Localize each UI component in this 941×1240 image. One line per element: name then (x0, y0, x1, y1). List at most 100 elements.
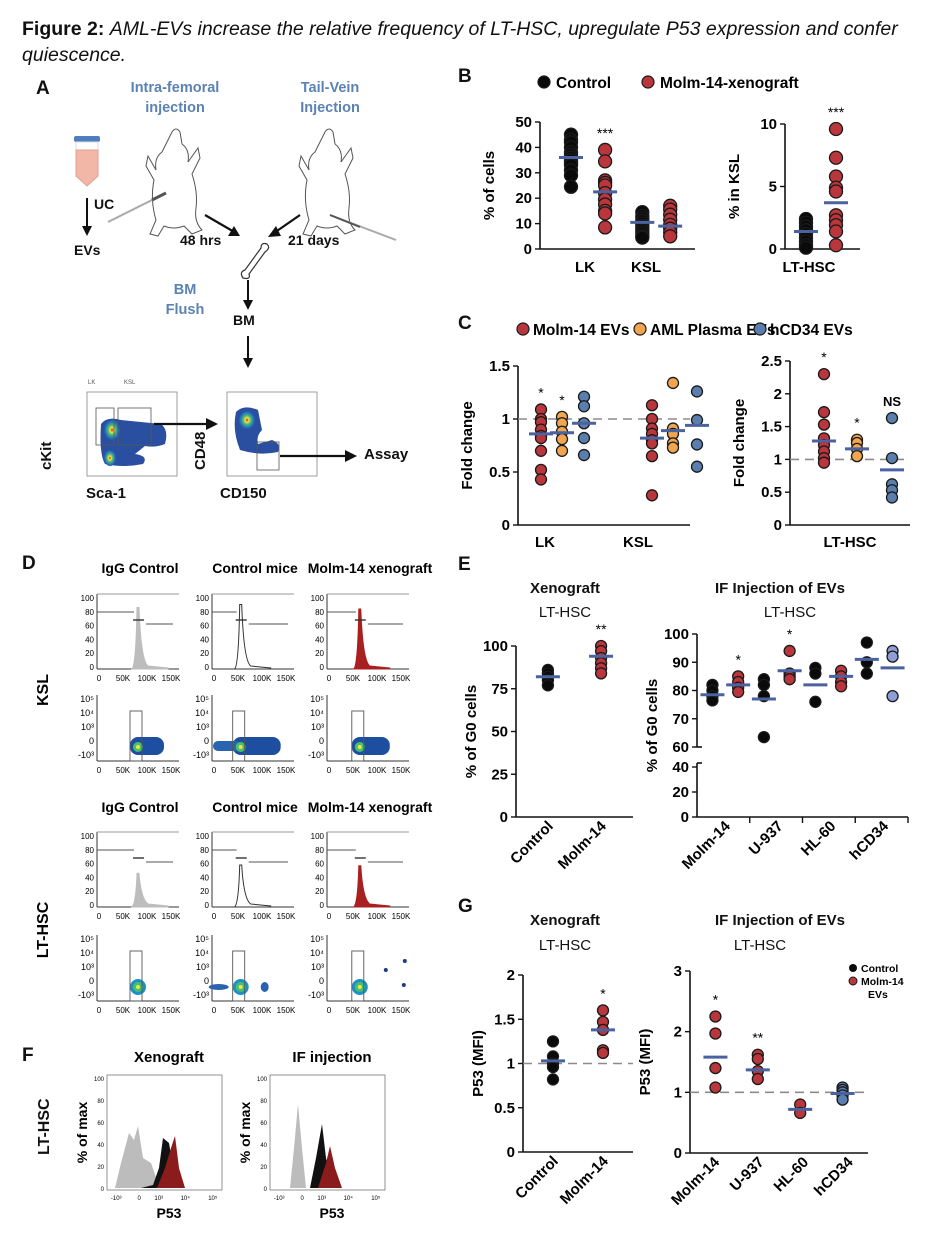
dens-x-tick: 50K (231, 1006, 246, 1015)
hist-x-tick: 50K (346, 912, 361, 921)
data-point (709, 1081, 722, 1094)
dens-x-tick: 0 (97, 1006, 102, 1015)
data-point (828, 184, 844, 199)
dens-x-tick: 100K (253, 766, 272, 775)
ev-curve (318, 1146, 342, 1188)
density-cloud (208, 984, 229, 990)
data-point (817, 367, 831, 381)
y-tick-label: 25 (491, 766, 508, 783)
histogram-plot: 100 80 60 40 20 00 50K 100K 150K (81, 593, 181, 683)
data-group (685, 385, 709, 473)
data-point (709, 1061, 722, 1075)
x-tick-label: HL-60 (771, 1154, 812, 1195)
dens-y-tick: 10³ (311, 722, 324, 732)
hist-x-tick: 150K (392, 912, 411, 921)
g-left-title: Xenograft (529, 912, 600, 929)
gate-g0-box (351, 950, 365, 1002)
data-point (555, 432, 569, 446)
hist-y-tick: 0 (320, 663, 325, 672)
x-tick-label: LK (575, 259, 595, 276)
data-point (817, 406, 831, 419)
hist-y-tick: 60 (315, 622, 324, 631)
panel-label-b: B (458, 66, 472, 87)
hist-y-tick: 60 (200, 860, 209, 869)
y-tick: 20 (97, 1165, 104, 1171)
column-header: Molm-14 xenograft (308, 560, 433, 576)
data-point (783, 673, 796, 686)
data-point (546, 1073, 560, 1086)
y-tick-label: 100 (483, 638, 508, 655)
hist-x-tick: 100K (253, 674, 272, 683)
tail-vein-line2: Injection (300, 100, 360, 116)
data-group (541, 1035, 565, 1086)
dens-x-tick: 100K (138, 1006, 157, 1015)
data-group (658, 198, 683, 244)
data-point (757, 678, 771, 691)
significance-label: *** (828, 104, 845, 120)
y-tick-label: 50 (491, 724, 508, 741)
y-tick-label: 0 (769, 241, 777, 258)
data-point (828, 121, 844, 137)
hist-x-tick: 150K (162, 912, 181, 921)
hist-y-tick: 100 (196, 594, 210, 603)
x-tick-label: LK (535, 534, 555, 551)
y-tick-label: 40 (672, 759, 689, 776)
significance-label: * (600, 985, 606, 1001)
y-tick-label: 60 (672, 739, 689, 756)
dens-x-tick: 150K (392, 1006, 411, 1015)
data-point (828, 224, 844, 239)
hist-x-tick: 150K (392, 674, 411, 683)
hist-y-tick: 0 (205, 663, 210, 672)
legend-marker (849, 964, 857, 972)
dens-y-tick: 10⁵ (80, 694, 94, 704)
data-group (824, 121, 848, 253)
x-tick-label: HL-60 (798, 818, 839, 859)
y-tick-label: 2 (507, 967, 515, 984)
data-group (591, 1004, 615, 1060)
data-point (798, 240, 814, 255)
data-group (700, 678, 725, 707)
data-point (836, 1093, 849, 1106)
data-group (880, 644, 905, 703)
x-tick-label: LT-HSC (823, 534, 876, 551)
facs2-xlabel: CD150 (220, 485, 267, 502)
hist-x-tick: 50K (231, 912, 246, 921)
hist-y-tick: 100 (311, 594, 325, 603)
legend-label: EVs (868, 989, 888, 1001)
hist-y-tick: 100 (81, 832, 95, 841)
y-axis-label: % of cells (481, 151, 498, 220)
legend-label: Molm-14 (861, 976, 904, 988)
data-point (860, 667, 873, 680)
data-point (645, 399, 659, 412)
data-group (829, 664, 854, 693)
x-tick-label: hCD34 (846, 817, 892, 863)
y-tick-label: 50 (515, 114, 532, 131)
density-core (136, 745, 140, 749)
y-tick: 80 (260, 1099, 267, 1105)
panel-a-diagram (74, 128, 397, 368)
hist-x-tick: 50K (231, 674, 246, 683)
hist-y-tick: 100 (81, 594, 95, 603)
facs-plot-cd48-cd150 (226, 391, 357, 477)
g-left-subtitle: LT-HSC (538, 937, 592, 954)
legend-label: Control (556, 75, 611, 92)
x-tick: 10⁴ (181, 1195, 191, 1202)
hist-x-tick: 150K (277, 674, 296, 683)
hist-y-tick: 60 (200, 622, 209, 631)
data-point (828, 150, 844, 165)
hist-y-tick: 40 (315, 635, 324, 644)
data-point (709, 1027, 722, 1040)
data-point (885, 451, 899, 465)
dens-y-tick: 0 (319, 976, 324, 986)
g-right-title: IF Injection of EVs (714, 912, 845, 929)
data-point (809, 695, 822, 708)
data-group (529, 403, 553, 486)
dens-x-tick: 100K (253, 1006, 272, 1015)
data-group (845, 433, 869, 463)
x-tick: 0 (301, 1196, 305, 1202)
hist-x-tick: 150K (277, 912, 296, 921)
dens-y-tick: 0 (89, 736, 94, 746)
data-point (690, 438, 704, 451)
